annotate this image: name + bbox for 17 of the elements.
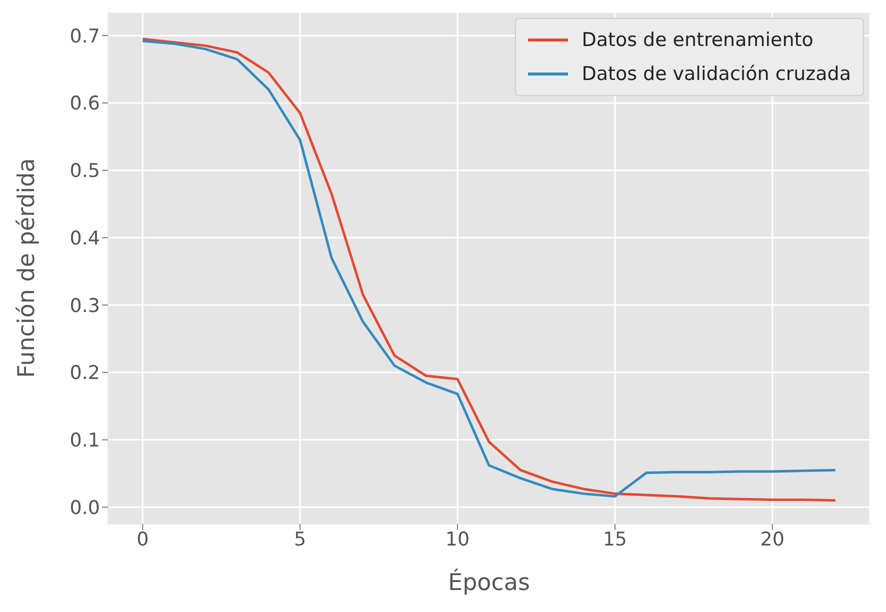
- x-tick-label: 0: [136, 528, 149, 550]
- legend-label: Datos de entrenamiento: [582, 28, 814, 53]
- legend-label: Datos de validación cruzada: [582, 62, 851, 87]
- y-tick-label: 0.1: [70, 430, 100, 452]
- y-tick-label: 0.5: [70, 160, 100, 182]
- x-tick-label: 15: [602, 528, 628, 550]
- y-tick-label: 0.4: [70, 227, 100, 250]
- x-tick-label: 10: [445, 528, 470, 550]
- x-tick-label: 20: [760, 528, 784, 550]
- y-tick-label: 0.7: [70, 25, 100, 48]
- y-tick-label: 0.0: [70, 496, 100, 519]
- x-axis-title: Épocas: [448, 568, 530, 596]
- y-tick-label: 0.3: [70, 294, 100, 317]
- y-tick-label: 0.2: [70, 362, 100, 384]
- x-tick-label: 5: [294, 528, 306, 550]
- y-tick-label: 0.6: [70, 92, 100, 115]
- y-axis-title: Función de pérdida: [14, 158, 40, 378]
